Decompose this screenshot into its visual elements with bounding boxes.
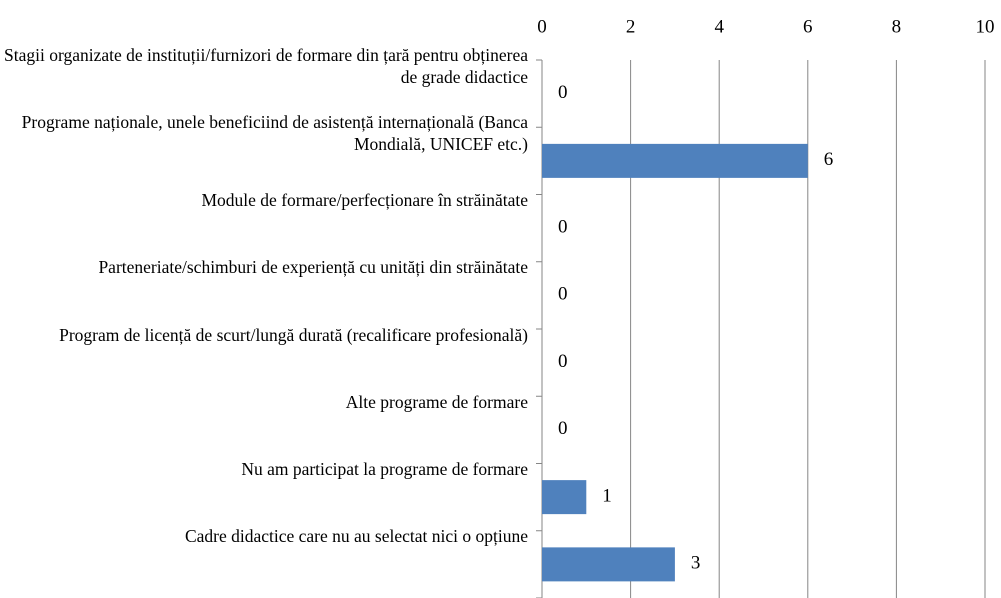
- category-label: Nu am participat la programe de formare: [241, 459, 528, 480]
- category-label: Program de licență de scurt/lungă durată…: [59, 324, 528, 345]
- bar: [542, 480, 587, 515]
- category-label: Stagii organizate de instituții/furnizor…: [3, 44, 528, 87]
- x-tick-label: 10: [976, 16, 995, 37]
- bar: [542, 143, 808, 178]
- data-label: 0: [558, 418, 568, 439]
- x-tick-label: 0: [537, 16, 547, 37]
- x-tick-label: 8: [892, 16, 902, 37]
- x-tick-label: 6: [803, 16, 813, 37]
- category-label: Module de formare/perfecționare în străi…: [201, 190, 528, 211]
- category-label: Parteneriate/schimburi de experiență cu …: [98, 257, 528, 278]
- category-label: Programe naționale, unele beneficiind de…: [21, 111, 528, 154]
- category-label: Cadre didactice care nu au selectat nici…: [184, 526, 528, 547]
- x-tick-label: 4: [714, 16, 724, 37]
- data-label: 3: [691, 553, 701, 574]
- data-label: 0: [558, 216, 568, 237]
- data-label: 1: [602, 485, 612, 506]
- data-label: 0: [558, 82, 568, 103]
- data-label: 6: [824, 149, 834, 170]
- data-label: 0: [558, 351, 568, 372]
- category-label: Alte programe de formare: [345, 391, 528, 412]
- data-label: 0: [558, 284, 568, 305]
- x-tick-label: 2: [626, 16, 636, 37]
- bar: [542, 547, 675, 582]
